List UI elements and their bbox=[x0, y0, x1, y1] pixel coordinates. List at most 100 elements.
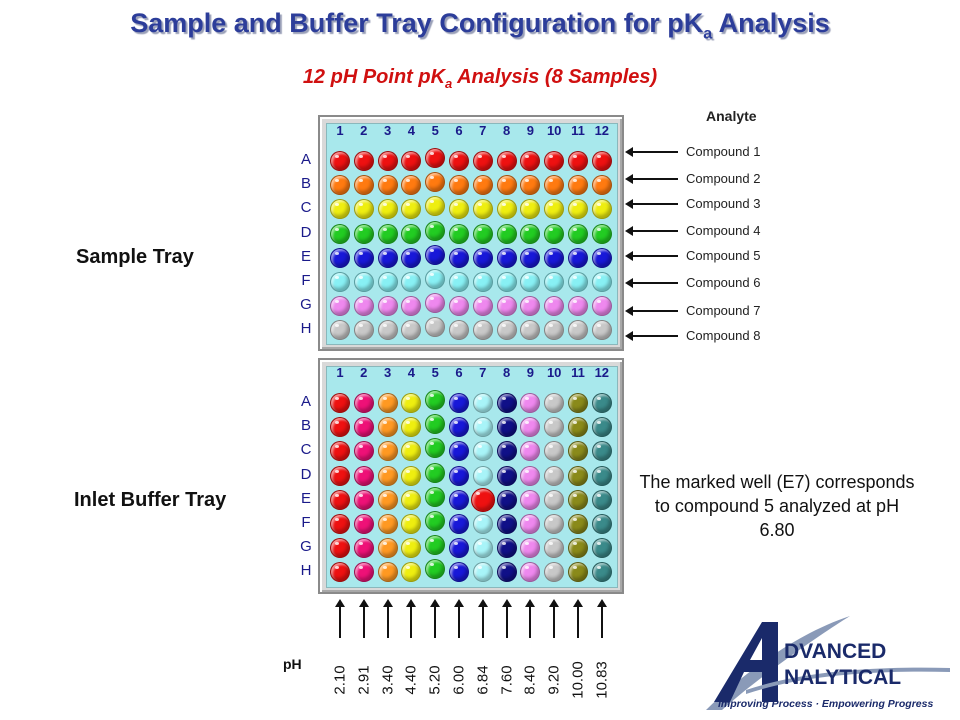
sample_tray-well bbox=[568, 199, 588, 220]
up-arrow-icon bbox=[525, 599, 536, 638]
compound-label: Compound 4 bbox=[686, 223, 761, 238]
sample_tray-row-label: B bbox=[300, 175, 311, 193]
buffer_tray-well bbox=[568, 465, 588, 486]
sample_tray-well bbox=[425, 317, 446, 338]
up-arrow-icon bbox=[454, 599, 464, 638]
up-arrow-icon bbox=[549, 599, 560, 638]
buffer_tray-marked-well bbox=[470, 487, 495, 512]
buffer_tray-well bbox=[330, 562, 350, 583]
sample_tray-well bbox=[353, 272, 374, 292]
sample_tray-well bbox=[496, 223, 517, 244]
sample_tray-well bbox=[472, 175, 493, 196]
sample_tray-well bbox=[330, 223, 350, 244]
sample_tray-row-label: E bbox=[300, 247, 311, 265]
buffer_tray-well bbox=[425, 462, 446, 483]
buffer_tray-well bbox=[377, 393, 398, 413]
sample_tray-column-label: 10 bbox=[546, 123, 562, 138]
buffer_tray-well bbox=[449, 393, 469, 413]
buffer_tray-well bbox=[544, 465, 565, 486]
sample_tray-well bbox=[472, 151, 493, 171]
page-subtitle: 12 pH Point pKa Analysis (8 Samples) bbox=[302, 66, 658, 91]
ph-value: 5.20 bbox=[426, 640, 444, 720]
ph-value-text: 6.84 bbox=[474, 665, 492, 695]
buffer_tray-well bbox=[330, 489, 350, 510]
buffer_tray-well bbox=[449, 441, 469, 462]
sample_tray-well bbox=[425, 293, 446, 314]
buffer_tray-well bbox=[568, 417, 588, 438]
buffer_tray-well bbox=[449, 538, 469, 559]
sample_tray-column-label: 9 bbox=[526, 123, 534, 138]
buffer_tray-well bbox=[425, 486, 446, 507]
buffer_tray-well bbox=[353, 393, 374, 413]
buffer_tray-well bbox=[353, 562, 374, 583]
sample_tray-well bbox=[377, 151, 398, 171]
buffer_tray-well bbox=[568, 393, 588, 413]
sample_tray-column-label: 4 bbox=[407, 123, 415, 138]
sample_tray-well bbox=[496, 151, 517, 171]
sample_tray-well bbox=[472, 247, 493, 268]
buffer_tray-well bbox=[401, 465, 422, 486]
sample_tray-well bbox=[353, 199, 374, 220]
sample_tray-well bbox=[401, 296, 422, 317]
buffer_tray-well bbox=[401, 514, 422, 534]
buffer_tray-well bbox=[330, 393, 350, 413]
buffer_tray-column-label: 10 bbox=[546, 365, 562, 380]
buffer_tray-well bbox=[377, 489, 398, 510]
sample_tray-well bbox=[544, 247, 565, 268]
buffer_tray-column-label: 6 bbox=[455, 365, 463, 380]
ph-value-text: 9.20 bbox=[545, 665, 563, 695]
ph-value: 10.00 bbox=[569, 640, 587, 720]
ph-axis-label: pH bbox=[283, 656, 302, 672]
sample_tray-well bbox=[353, 320, 374, 341]
ph-value-text: 2.91 bbox=[355, 665, 373, 695]
sample_tray-well bbox=[520, 223, 541, 244]
ph-value: 6.84 bbox=[474, 640, 492, 720]
buffer_tray-well bbox=[568, 489, 588, 510]
ph-value: 4.40 bbox=[402, 640, 420, 720]
compound-label: Compound 3 bbox=[686, 196, 761, 211]
buffer_tray-well bbox=[353, 417, 374, 438]
compound-label: Compound 7 bbox=[686, 303, 761, 318]
buffer_tray-well bbox=[330, 514, 350, 534]
buffer_tray-column-label: 9 bbox=[526, 365, 534, 380]
ph-value-text: 4.40 bbox=[402, 665, 420, 695]
ph-value-text: 3.40 bbox=[379, 665, 397, 695]
sample_tray-well bbox=[330, 175, 350, 196]
sample_tray-well bbox=[330, 199, 350, 220]
compound-label: Compound 5 bbox=[686, 248, 761, 263]
sample_tray-well bbox=[330, 272, 350, 292]
sample_tray-column-label: 7 bbox=[479, 123, 487, 138]
left-arrow-icon bbox=[625, 306, 678, 316]
buffer_tray-well bbox=[449, 562, 469, 583]
buffer_tray-well bbox=[544, 417, 565, 438]
sample_tray-well bbox=[353, 151, 374, 171]
buffer_tray-well bbox=[520, 441, 541, 462]
sample_tray-well bbox=[591, 151, 612, 171]
sample_tray-well bbox=[449, 320, 469, 341]
buffer_tray-column-label: 11 bbox=[571, 365, 585, 380]
buffer_tray-well bbox=[449, 514, 469, 534]
left-arrow-icon bbox=[625, 278, 678, 288]
sample_tray-well bbox=[401, 175, 422, 196]
buffer_tray-column-label: 5 bbox=[431, 365, 439, 380]
buffer_tray-column-label: 8 bbox=[502, 365, 511, 380]
ph-value: 10.83 bbox=[593, 640, 611, 720]
sample_tray-well bbox=[591, 223, 612, 244]
sample_tray-well bbox=[520, 296, 541, 317]
sample_tray-column-label: 1 bbox=[336, 123, 344, 138]
sample_tray-well bbox=[377, 272, 398, 292]
buffer_tray-well bbox=[472, 514, 493, 534]
up-arrow-icon bbox=[596, 599, 607, 638]
sample_tray-well bbox=[401, 199, 422, 220]
sample_tray-well bbox=[425, 196, 446, 217]
ph-value-text: 6.00 bbox=[450, 665, 468, 695]
buffer_tray-well bbox=[401, 562, 422, 583]
sample-tray-label: Sample Tray bbox=[76, 246, 194, 268]
sample_tray-well bbox=[449, 247, 469, 268]
sample_tray-well bbox=[472, 223, 493, 244]
sample_tray-well bbox=[496, 320, 517, 341]
sample_tray-well bbox=[568, 223, 588, 244]
sample_tray-well bbox=[496, 175, 517, 196]
sample_tray-well bbox=[520, 199, 541, 220]
sample_tray-well bbox=[496, 199, 517, 220]
